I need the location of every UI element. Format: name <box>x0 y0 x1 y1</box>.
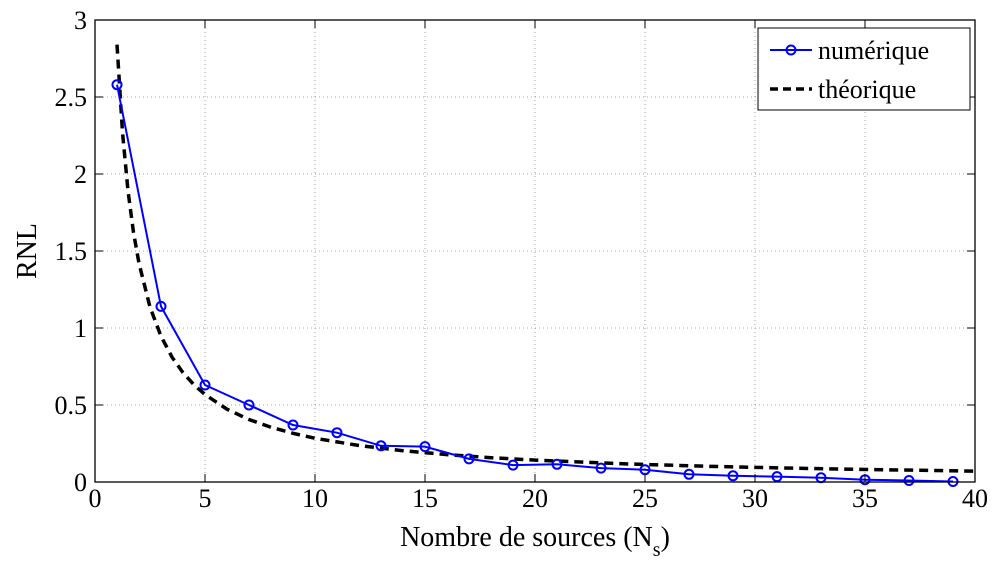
y-tick-labels: 0 0.5 1 1.5 2 2.5 3 <box>55 6 88 497</box>
numerique-line <box>116 84 954 483</box>
y-tick-label: 0.5 <box>55 391 88 420</box>
numerique-point <box>199 379 211 391</box>
numerique-point <box>243 399 255 411</box>
x-tick-label: 25 <box>632 484 658 513</box>
x-tick-label: 35 <box>852 484 878 513</box>
x-tick-label: 40 <box>962 484 988 513</box>
y-tick-label: 0 <box>74 468 87 497</box>
numerique-point <box>595 462 607 474</box>
x-tick-label: 30 <box>742 484 768 513</box>
numerique-point <box>727 470 739 482</box>
series-theorique <box>115 44 976 473</box>
x-tick-label: 0 <box>89 484 102 513</box>
axis-ticks <box>94 19 976 483</box>
numerique-point <box>507 459 519 471</box>
numerique-point <box>287 419 299 431</box>
y-axis-title: RNL <box>12 223 43 279</box>
y-tick-label: 1.5 <box>55 237 88 266</box>
numerique-point <box>903 475 915 486</box>
y-tick-label: 2 <box>74 160 87 189</box>
numerique-point <box>111 79 123 91</box>
y-tick-label: 2.5 <box>55 83 88 112</box>
legend-theorique-label: théorique <box>818 75 916 104</box>
numerique-point <box>463 453 475 465</box>
numerique-point <box>771 471 783 483</box>
x-tick-label: 15 <box>412 484 438 513</box>
legend-box <box>757 27 971 111</box>
numerique-point <box>551 458 563 470</box>
numerique-point <box>419 441 431 453</box>
x-tick-label: 5 <box>199 484 212 513</box>
numerique-point <box>155 300 167 312</box>
x-tick-labels: 0 5 10 15 20 25 30 35 40 <box>89 484 989 513</box>
y-tick-label: 1 <box>74 314 87 343</box>
x-axis-title: Nombre de sources (Ns) <box>400 522 670 561</box>
x-tick-label: 10 <box>302 484 328 513</box>
theorique-curve <box>115 44 976 473</box>
legend-numerique-marker <box>785 44 797 56</box>
numerique-point <box>683 468 695 480</box>
y-tick-label: 3 <box>74 6 87 35</box>
legend: numérique théorique <box>757 27 971 111</box>
x-tick-label: 20 <box>522 484 548 513</box>
series-numerique <box>111 79 959 487</box>
legend-numerique-label: numérique <box>818 36 929 65</box>
numerique-point <box>375 440 387 452</box>
numerique-point <box>331 427 343 439</box>
